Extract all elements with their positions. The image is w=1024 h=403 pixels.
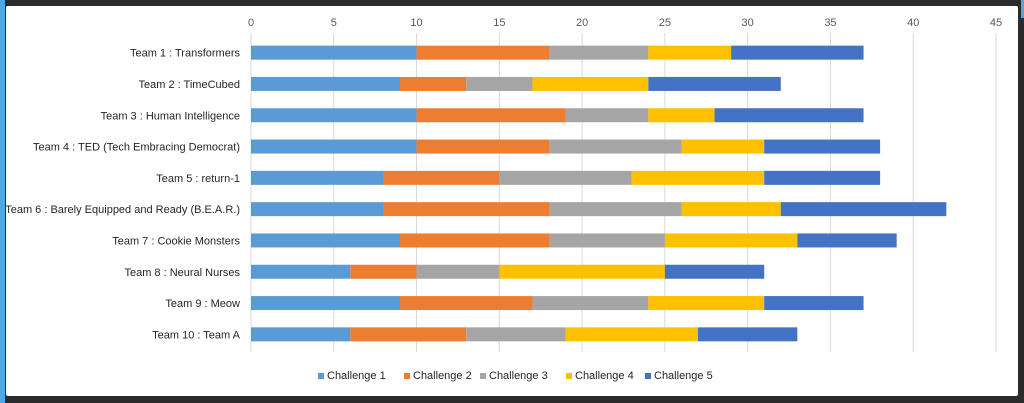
bar-segment	[648, 76, 781, 91]
legend-swatch	[645, 373, 651, 379]
bar-segment	[466, 76, 533, 91]
category-label: Team 3 : Human Intelligence	[101, 110, 240, 122]
category-label: Team 8 : Neural Nurses	[124, 267, 240, 279]
x-tick-label: 30	[742, 17, 754, 29]
bar-segment	[383, 202, 549, 217]
bar-segment	[400, 233, 549, 248]
category-label: Team 2 : TimeCubed	[139, 79, 241, 91]
bar-segment	[648, 45, 732, 60]
bar-segment	[797, 233, 897, 248]
bar-segment	[549, 202, 682, 217]
bar-segment	[251, 139, 417, 154]
legend-swatch	[318, 373, 324, 379]
legend-swatch	[480, 373, 486, 379]
bar-segment	[499, 264, 665, 279]
bar-segment	[681, 139, 765, 154]
bar-segment	[400, 296, 533, 311]
bar-segment	[565, 108, 649, 123]
x-tick-label: 45	[990, 17, 1002, 29]
bar-segment	[251, 327, 351, 342]
bar-segment	[664, 264, 765, 279]
legend-swatch	[404, 373, 410, 379]
bar-segment	[350, 264, 417, 279]
legend-label: Challenge 3	[489, 370, 548, 382]
bar-segment	[251, 108, 417, 123]
bar-segment	[251, 45, 417, 60]
bar-segment	[251, 264, 351, 279]
bar-segment	[499, 170, 632, 185]
bar-segment	[251, 76, 400, 91]
bar-segment	[350, 327, 467, 342]
bar-segment	[631, 170, 765, 185]
x-tick-label: 0	[248, 17, 254, 29]
x-tick-label: 5	[331, 17, 337, 29]
x-tick-label: 40	[907, 17, 919, 29]
bar-segment	[532, 76, 649, 91]
bar-segment	[251, 170, 384, 185]
bar-segment	[416, 139, 549, 154]
x-tick-label: 20	[576, 17, 588, 29]
category-label: Team 4 : TED (Tech Embracing Democrat)	[33, 142, 240, 154]
legend-label: Challenge 1	[327, 370, 386, 382]
bar-segment	[698, 327, 798, 342]
bar-segment	[251, 233, 400, 248]
bar-segment	[416, 45, 549, 60]
bar-segment	[764, 170, 881, 185]
bar-segment	[565, 327, 698, 342]
bar-segment	[664, 233, 798, 248]
x-tick-label: 10	[410, 17, 422, 29]
category-label: Team 6 : Barely Equipped and Ready (B.E.…	[5, 204, 240, 216]
bar-segment	[416, 264, 500, 279]
bar-segment	[549, 139, 682, 154]
bar-segment	[714, 108, 864, 123]
x-tick-label: 15	[493, 17, 505, 29]
bar-segment	[466, 327, 566, 342]
bar-segment	[648, 108, 715, 123]
bar-segment	[251, 202, 384, 217]
legend-label: Challenge 5	[654, 370, 713, 382]
bar-segment	[681, 202, 781, 217]
bar-segment	[400, 76, 467, 91]
category-label: Team 7 : Cookie Monsters	[112, 235, 240, 247]
bar-segment	[251, 296, 400, 311]
bar-segment	[532, 296, 649, 311]
bar-segment	[648, 296, 765, 311]
x-tick-label: 25	[659, 17, 671, 29]
bar-segment	[764, 139, 881, 154]
legend-label: Challenge 2	[413, 370, 472, 382]
category-label: Team 1 : Transformers	[130, 48, 241, 60]
bar-segment	[549, 233, 665, 248]
bar-segment	[731, 45, 864, 60]
legend-swatch	[566, 373, 572, 379]
bar-segment	[416, 108, 566, 123]
category-label: Team 5 : return-1	[156, 173, 240, 185]
category-label: Team 9 : Meow	[165, 298, 240, 310]
right-accent-bar	[1021, 0, 1024, 18]
bar-segment	[383, 170, 500, 185]
bar-segment	[780, 202, 947, 217]
bar-segment	[549, 45, 649, 60]
left-accent-bar	[0, 0, 5, 403]
bar-segment	[764, 296, 864, 311]
legend-label: Challenge 4	[575, 370, 634, 382]
category-label: Team 10 : Team A	[152, 329, 241, 341]
x-tick-label: 35	[824, 17, 836, 29]
